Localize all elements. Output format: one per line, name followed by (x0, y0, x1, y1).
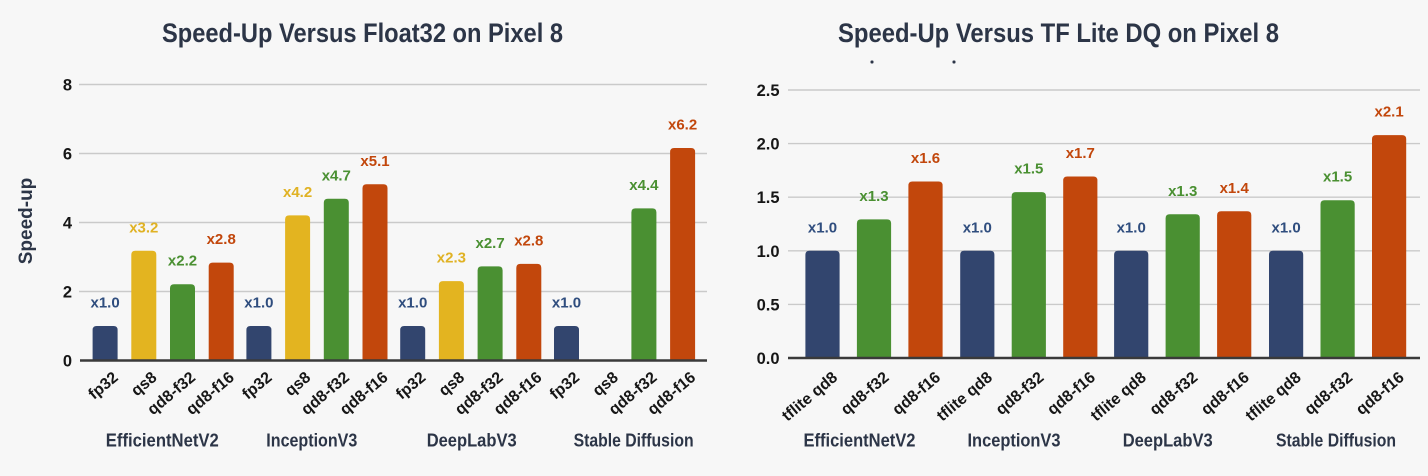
svg-text:x1.6: x1.6 (911, 150, 940, 167)
svg-text:x1.3: x1.3 (1168, 183, 1197, 200)
svg-text:x4.7: x4.7 (322, 167, 351, 184)
svg-text:x1.5: x1.5 (1014, 161, 1043, 178)
svg-text:x2.2: x2.2 (168, 253, 197, 270)
svg-text:x1.7: x1.7 (1066, 145, 1095, 162)
svg-text:Speed-Up Versus Float32 on Pix: Speed-Up Versus Float32 on Pixel 8 (162, 18, 563, 48)
svg-text:4: 4 (63, 215, 73, 233)
svg-text:x3.2: x3.2 (129, 219, 158, 236)
svg-text:EfficientNetV2: EfficientNetV2 (106, 431, 219, 451)
svg-text:x1.0: x1.0 (552, 295, 581, 312)
svg-text:x2.8: x2.8 (207, 231, 236, 248)
svg-text:Stable Diffusion: Stable Diffusion (1276, 431, 1396, 451)
svg-text:x2.7: x2.7 (475, 235, 504, 252)
svg-text:0: 0 (63, 353, 72, 371)
svg-text:2: 2 (63, 284, 72, 302)
svg-text:x4.4: x4.4 (629, 177, 659, 194)
svg-text:x1.0: x1.0 (808, 219, 837, 236)
svg-text:x2.3: x2.3 (437, 250, 466, 267)
svg-text:x1.0: x1.0 (1271, 219, 1300, 236)
svg-text:0.0: 0.0 (757, 350, 780, 368)
svg-text:Speed-up: Speed-up (16, 178, 37, 265)
svg-text:x1.0: x1.0 (1117, 219, 1146, 236)
svg-text:x4.2: x4.2 (283, 184, 312, 201)
svg-text:0.5: 0.5 (757, 296, 780, 314)
svg-text:x1.0: x1.0 (244, 295, 273, 312)
svg-text:x1.0: x1.0 (398, 295, 427, 312)
svg-text:DeepLabV3: DeepLabV3 (1123, 431, 1213, 451)
svg-text:DeepLabV3: DeepLabV3 (427, 431, 517, 451)
svg-text:x2.1: x2.1 (1374, 104, 1403, 121)
svg-text:Stable Diffusion: Stable Diffusion (574, 431, 694, 451)
svg-text:InceptionV3: InceptionV3 (968, 431, 1061, 451)
svg-text:1.5: 1.5 (757, 189, 780, 207)
svg-text:x2.8: x2.8 (514, 232, 543, 249)
svg-text:x1.4: x1.4 (1220, 180, 1250, 197)
svg-text:x1.0: x1.0 (90, 295, 119, 312)
svg-text:2.0: 2.0 (757, 136, 780, 154)
svg-text:x6.2: x6.2 (668, 117, 697, 134)
svg-text:1.0: 1.0 (757, 243, 780, 261)
svg-text:8: 8 (63, 77, 72, 95)
svg-text:x1.5: x1.5 (1323, 169, 1352, 186)
svg-text:x5.1: x5.1 (360, 153, 389, 170)
svg-text:EfficientNetV2: EfficientNetV2 (804, 431, 916, 451)
svg-text:6: 6 (63, 146, 72, 164)
svg-text:Speed-Up Versus TF Lite DQ on: Speed-Up Versus TF Lite DQ on Pixel 8 (838, 18, 1279, 48)
svg-text:InceptionV3: InceptionV3 (266, 431, 357, 451)
svg-text:x1.0: x1.0 (963, 219, 992, 236)
svg-text:2.5: 2.5 (757, 82, 780, 100)
svg-text:x1.3: x1.3 (859, 188, 888, 205)
